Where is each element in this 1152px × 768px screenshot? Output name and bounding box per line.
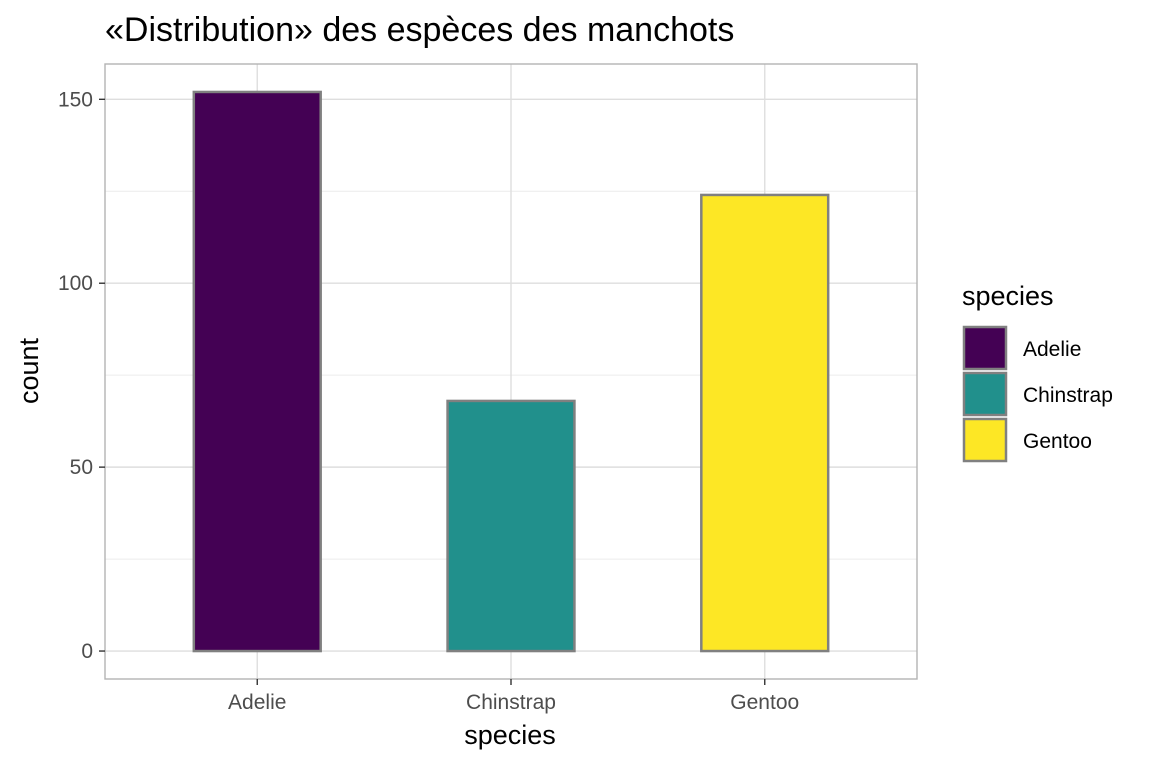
y-axis: 0 50 100 150 [58,88,105,663]
bar-chinstrap [446,399,576,653]
y-axis-title: count [14,337,44,404]
legend-label-adelie: Adelie [1023,338,1081,361]
x-axis-title: species [464,720,556,750]
legend-key-chinstrap [962,371,1008,417]
chart-title: «Distribution» des espèces des manchots [105,11,734,49]
legend-label-gentoo: Gentoo [1023,430,1092,453]
x-tick-label: Gentoo [730,691,799,714]
x-tick-label: Chinstrap [466,691,556,714]
bar-adelie [192,90,322,653]
legend-label-chinstrap: Chinstrap [1023,384,1113,407]
y-tick-label: 100 [58,272,93,295]
y-tick-label: 150 [58,88,93,111]
plot-panel [104,63,918,680]
x-tick-label: Adelie [228,691,286,714]
legend-key-gentoo [962,417,1008,463]
x-axis: Adelie Chinstrap Gentoo [228,679,799,714]
y-tick-label: 50 [70,456,93,479]
legend: species Adelie Chinstrap Gentoo [962,281,1113,463]
legend-key-adelie [962,325,1008,371]
legend-title: species [962,281,1054,311]
y-tick-label: 0 [81,640,93,663]
bar-gentoo [700,193,830,653]
